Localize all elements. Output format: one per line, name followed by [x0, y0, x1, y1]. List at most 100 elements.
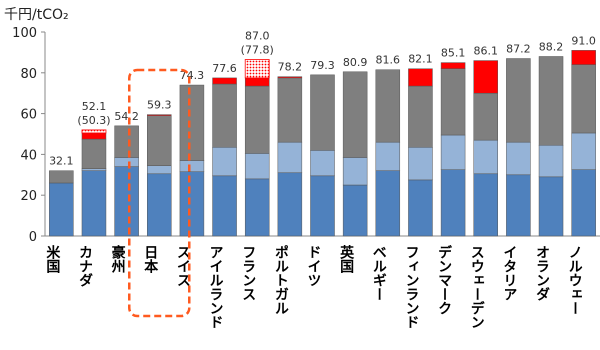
- bar-segment-3: [506, 58, 531, 143]
- category-label: フィンランド: [403, 245, 419, 329]
- bar-segment-4: [571, 50, 596, 65]
- bar-segment-3: [310, 74, 335, 151]
- total-value-label: 80.9: [343, 56, 368, 69]
- bar-segment-1: [310, 175, 335, 237]
- bar-segment-1: [473, 173, 498, 237]
- bar-segment-3: [179, 84, 205, 161]
- bar-segment-3: [408, 85, 433, 148]
- total-value-label: 77.6: [212, 62, 237, 75]
- y-tick-label: 80: [20, 67, 37, 82]
- bar-segment-4: [244, 77, 270, 87]
- total-value-label: 87.2: [506, 43, 531, 56]
- sub-value-label: (50.3): [77, 114, 110, 127]
- bar-segment-1: [408, 179, 433, 237]
- total-value-label: 88.2: [539, 40, 564, 53]
- category-label: 英国: [338, 244, 355, 274]
- bar-segment-2: [506, 141, 531, 176]
- y-tick-label: 100: [12, 26, 37, 41]
- category-label: スウェーデン: [469, 245, 485, 329]
- total-value-label: 52.1: [82, 100, 107, 113]
- bar-segment-1: [342, 184, 368, 237]
- category-label: ドイツ: [306, 245, 322, 287]
- bar-segment-1: [49, 182, 74, 237]
- bar-segment-2: [114, 157, 139, 167]
- bar-segment-1: [538, 176, 564, 237]
- bar-segment-1: [179, 171, 205, 237]
- y-tick-label: 60: [20, 108, 37, 123]
- category-label: イタリア: [501, 245, 517, 301]
- category-label: スイス: [175, 245, 191, 287]
- bar-segment-2: [310, 150, 335, 177]
- y-axis-unit-label: 千円/tCO₂: [4, 7, 69, 23]
- data-labels: 32.152.1(50.3) 54.259.374.377.687.0(77.8)…: [49, 30, 596, 168]
- bar-segment-2: [342, 157, 368, 186]
- total-value-label: 81.6: [376, 54, 401, 67]
- bar-segment-3: [571, 64, 596, 134]
- bar-segment-4: [147, 114, 172, 116]
- bar-segment-4: [212, 77, 237, 85]
- bar-segment-4: [408, 68, 433, 87]
- total-value-label: 59.3: [147, 99, 172, 112]
- bar-segment-4: [473, 60, 498, 94]
- category-label: ポルトガル: [273, 245, 289, 315]
- total-value-label: 86.1: [473, 45, 498, 58]
- category-label: デンマーク: [436, 244, 452, 315]
- bar-segment-2: [375, 141, 401, 171]
- bars: [49, 50, 596, 237]
- category-label: 日本: [142, 245, 158, 274]
- bar-segment-2: [440, 134, 466, 170]
- y-tick-label: 20: [20, 189, 37, 204]
- bar-segment-2: [473, 139, 498, 175]
- total-value-label: 82.1: [408, 53, 433, 66]
- bar-segment-3: [440, 68, 466, 136]
- bar-segment-3: [147, 115, 172, 166]
- bar-segment-1: [212, 175, 237, 237]
- bar-segment-1: [277, 172, 303, 237]
- bar-segment-3: [114, 125, 139, 158]
- bar-segment-1: [147, 173, 172, 237]
- bar-segment-1: [81, 170, 107, 237]
- bar-segment-1: [506, 174, 531, 237]
- bar-segment-2: [408, 147, 433, 181]
- bar-segment-5: [244, 59, 270, 79]
- bar-segment-2: [179, 160, 205, 172]
- category-label: 豪州: [110, 244, 127, 274]
- category-label: ノルウェー: [567, 245, 583, 315]
- total-value-label: 54.2: [114, 110, 139, 123]
- total-value-label: 79.3: [310, 59, 335, 72]
- bar-segment-2: [277, 141, 303, 174]
- bar-segment-2: [538, 144, 564, 178]
- bar-segment-2: [147, 165, 172, 175]
- bar-segment-1: [114, 166, 139, 237]
- bar-segment-2: [244, 153, 270, 180]
- bar-segment-1: [375, 170, 401, 237]
- japan-highlight-box: [128, 68, 191, 318]
- total-value-label: 85.1: [441, 47, 466, 60]
- bar-segment-3: [342, 71, 368, 158]
- bar-segment-5: [81, 129, 107, 134]
- bar-segment-3: [277, 77, 303, 143]
- bar-segment-3: [538, 56, 564, 146]
- total-value-label: 87.0: [245, 30, 270, 43]
- y-tick-label: 0: [29, 230, 37, 245]
- sub-value-label: (77.8): [241, 44, 274, 57]
- bar-segment-4: [81, 132, 107, 140]
- total-value-label: 78.2: [278, 61, 303, 74]
- bar-segment-2: [571, 132, 596, 170]
- total-value-label: 32.1: [49, 155, 74, 168]
- total-value-label: 91.0: [571, 34, 596, 47]
- category-label: 米国: [44, 244, 60, 274]
- bar-segment-3: [244, 85, 270, 154]
- category-label: カナダ: [77, 245, 93, 287]
- bar-segment-3: [81, 138, 107, 169]
- bar-segment-3: [212, 83, 237, 148]
- y-tick-label: 40: [20, 148, 37, 163]
- category-label: ベルギー: [371, 245, 387, 301]
- bar-segment-1: [440, 169, 466, 237]
- category-label: フランス: [240, 245, 256, 301]
- bar-segment-4: [440, 62, 466, 69]
- bar-segment-2: [81, 168, 107, 171]
- category-label: オランダ: [534, 245, 550, 301]
- bar-segment-3: [473, 92, 498, 141]
